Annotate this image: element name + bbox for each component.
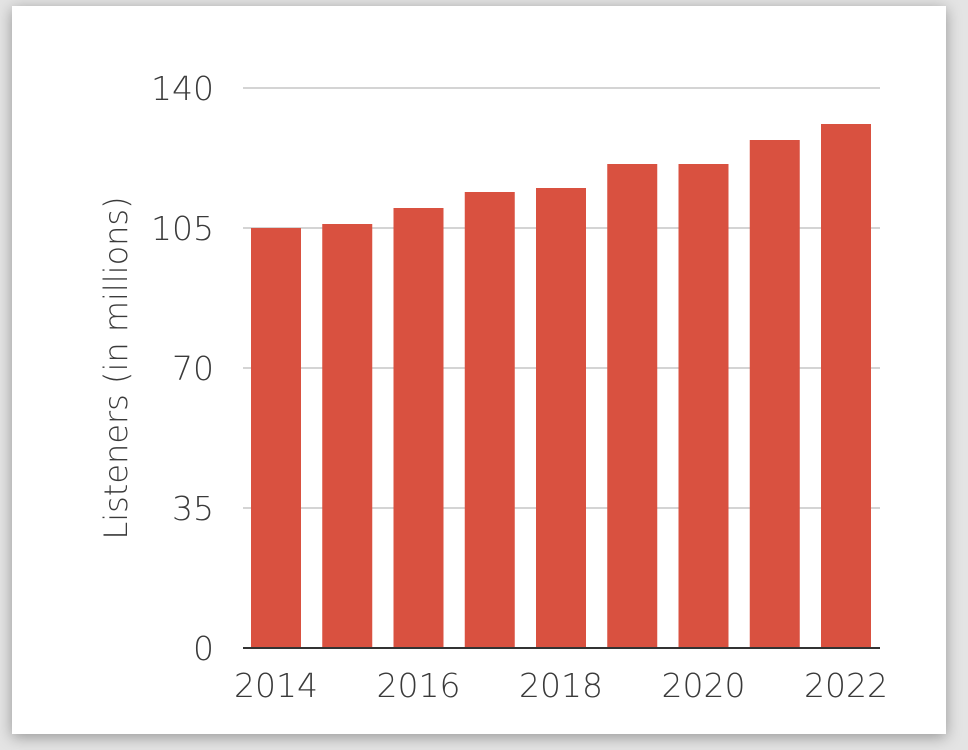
y-axis-ticks: 0 35 70 105 140: [151, 69, 214, 668]
bar-2014: [251, 228, 301, 648]
bars: [251, 124, 871, 648]
y-tick-label: 35: [172, 489, 214, 528]
y-tick-label: 105: [151, 209, 214, 248]
y-tick-label: 70: [172, 349, 214, 388]
x-axis-ticks: 2014 2016 2018 2020 2022: [234, 666, 888, 705]
bar-2021: [749, 140, 800, 648]
x-tick-label: 2022: [804, 666, 888, 705]
x-tick-label: 2014: [234, 666, 318, 705]
bar-2017: [464, 192, 515, 648]
bar-2016: [393, 208, 444, 648]
x-tick-label: 2016: [377, 666, 461, 705]
bar-2022: [821, 124, 871, 648]
y-tick-label: 140: [151, 69, 214, 108]
x-tick-label: 2020: [662, 666, 746, 705]
x-tick-label: 2018: [519, 666, 603, 705]
y-axis-title: Listeners (in millions): [97, 196, 135, 539]
bar-2020: [678, 164, 729, 648]
bar-2019: [607, 164, 658, 648]
y-tick-label: 0: [193, 629, 214, 668]
bar-2015: [322, 224, 373, 648]
bar-2018: [536, 188, 586, 648]
